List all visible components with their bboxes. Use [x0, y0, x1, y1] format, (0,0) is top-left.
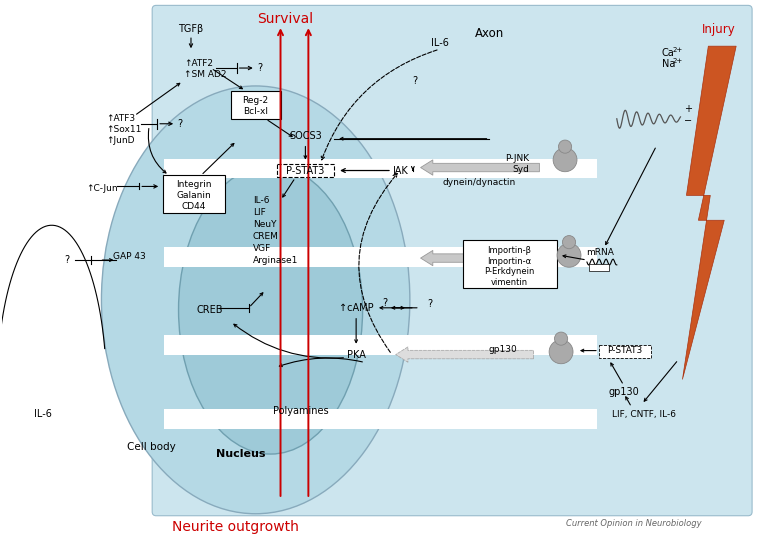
- Circle shape: [562, 236, 575, 249]
- Text: ?: ?: [64, 255, 69, 265]
- FancyArrowPatch shape: [396, 347, 533, 362]
- Text: Importin-β: Importin-β: [488, 246, 531, 255]
- Text: ?: ?: [382, 298, 388, 308]
- Bar: [164, 159, 597, 178]
- Text: TGFβ: TGFβ: [179, 24, 204, 34]
- Text: LIF: LIF: [253, 208, 266, 217]
- Text: PKA: PKA: [346, 350, 365, 359]
- Text: ↑ATF3: ↑ATF3: [106, 114, 136, 123]
- Text: Axon: Axon: [475, 27, 504, 40]
- Bar: [589, 264, 609, 271]
- Text: P-STAT3: P-STAT3: [286, 165, 324, 176]
- Text: ↑SM AD2: ↑SM AD2: [184, 69, 227, 79]
- Circle shape: [553, 148, 577, 172]
- Text: NeuY: NeuY: [253, 220, 276, 229]
- Text: mRNA: mRNA: [586, 248, 613, 256]
- Text: Injury: Injury: [701, 23, 735, 36]
- Text: ?: ?: [412, 76, 417, 86]
- Text: Survival: Survival: [257, 12, 314, 27]
- Text: ↑ATF2: ↑ATF2: [184, 59, 213, 68]
- Text: Reg-2: Reg-2: [243, 96, 269, 105]
- Bar: [462, 240, 557, 288]
- Text: ↑Sox11: ↑Sox11: [106, 125, 142, 134]
- Text: Syd: Syd: [513, 165, 530, 174]
- Text: Current Opinion in Neurobiology: Current Opinion in Neurobiology: [566, 519, 701, 528]
- Text: Cell body: Cell body: [127, 442, 175, 452]
- Text: IL-6: IL-6: [431, 38, 449, 48]
- Text: Arginase1: Arginase1: [253, 256, 298, 264]
- Text: ?: ?: [257, 63, 262, 73]
- Bar: [276, 164, 334, 177]
- Circle shape: [559, 140, 571, 153]
- Bar: [163, 176, 225, 214]
- Text: IL-6: IL-6: [253, 196, 269, 205]
- Text: P-JNK: P-JNK: [505, 154, 530, 163]
- Text: Importin-α: Importin-α: [488, 256, 531, 266]
- Text: 2+: 2+: [672, 58, 683, 64]
- Text: P-STAT3: P-STAT3: [607, 346, 642, 355]
- Text: SOCS3: SOCS3: [289, 131, 322, 141]
- Text: VGF: VGF: [253, 243, 271, 253]
- Text: Integrin: Integrin: [176, 180, 211, 189]
- Ellipse shape: [179, 165, 362, 454]
- Bar: [164, 409, 597, 429]
- Text: JAK: JAK: [392, 165, 407, 176]
- Ellipse shape: [101, 86, 410, 514]
- Text: Galanin: Galanin: [176, 191, 211, 200]
- Text: 2+: 2+: [672, 47, 683, 53]
- Text: LIF, CNTF, IL-6: LIF, CNTF, IL-6: [612, 410, 676, 419]
- Text: gp130: gp130: [608, 388, 639, 397]
- Bar: [164, 247, 597, 267]
- Text: ↑C-Jun: ↑C-Jun: [86, 184, 118, 193]
- Text: gp130: gp130: [488, 345, 517, 354]
- Text: ?: ?: [427, 299, 433, 309]
- Text: Nucleus: Nucleus: [216, 449, 266, 459]
- Text: +: +: [684, 104, 692, 114]
- FancyArrowPatch shape: [420, 160, 539, 175]
- Text: CREM: CREM: [253, 231, 278, 241]
- FancyBboxPatch shape: [152, 5, 752, 516]
- Text: Ca: Ca: [662, 48, 674, 58]
- Text: dynein/dynactin: dynein/dynactin: [443, 178, 516, 187]
- Text: ↑JunD: ↑JunD: [106, 136, 135, 145]
- Bar: [599, 345, 651, 358]
- Text: Polyamines: Polyamines: [272, 406, 328, 416]
- Text: P-Erkdynein: P-Erkdynein: [485, 268, 535, 276]
- Text: ?: ?: [178, 119, 182, 129]
- Bar: [164, 334, 597, 354]
- Text: CREB: CREB: [197, 305, 224, 315]
- Circle shape: [557, 243, 581, 267]
- Text: CD44: CD44: [182, 202, 206, 211]
- Text: Na: Na: [662, 59, 675, 69]
- Circle shape: [555, 332, 568, 345]
- Polygon shape: [682, 46, 736, 379]
- Text: ↑cAMP: ↑cAMP: [339, 303, 373, 313]
- Text: GAP 43: GAP 43: [113, 251, 146, 261]
- Text: Bcl-xl: Bcl-xl: [243, 107, 268, 117]
- Bar: [230, 91, 281, 119]
- Circle shape: [549, 340, 573, 364]
- FancyArrowPatch shape: [420, 250, 539, 266]
- Text: IL-6: IL-6: [34, 409, 52, 420]
- Text: −: −: [684, 116, 693, 126]
- Text: Neurite outgrowth: Neurite outgrowth: [172, 520, 299, 534]
- Text: vimentin: vimentin: [491, 279, 528, 287]
